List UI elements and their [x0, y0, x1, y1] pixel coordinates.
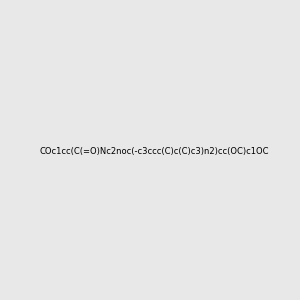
Text: COc1cc(C(=O)Nc2noc(-c3ccc(C)c(C)c3)n2)cc(OC)c1OC: COc1cc(C(=O)Nc2noc(-c3ccc(C)c(C)c3)n2)cc…	[39, 147, 268, 156]
